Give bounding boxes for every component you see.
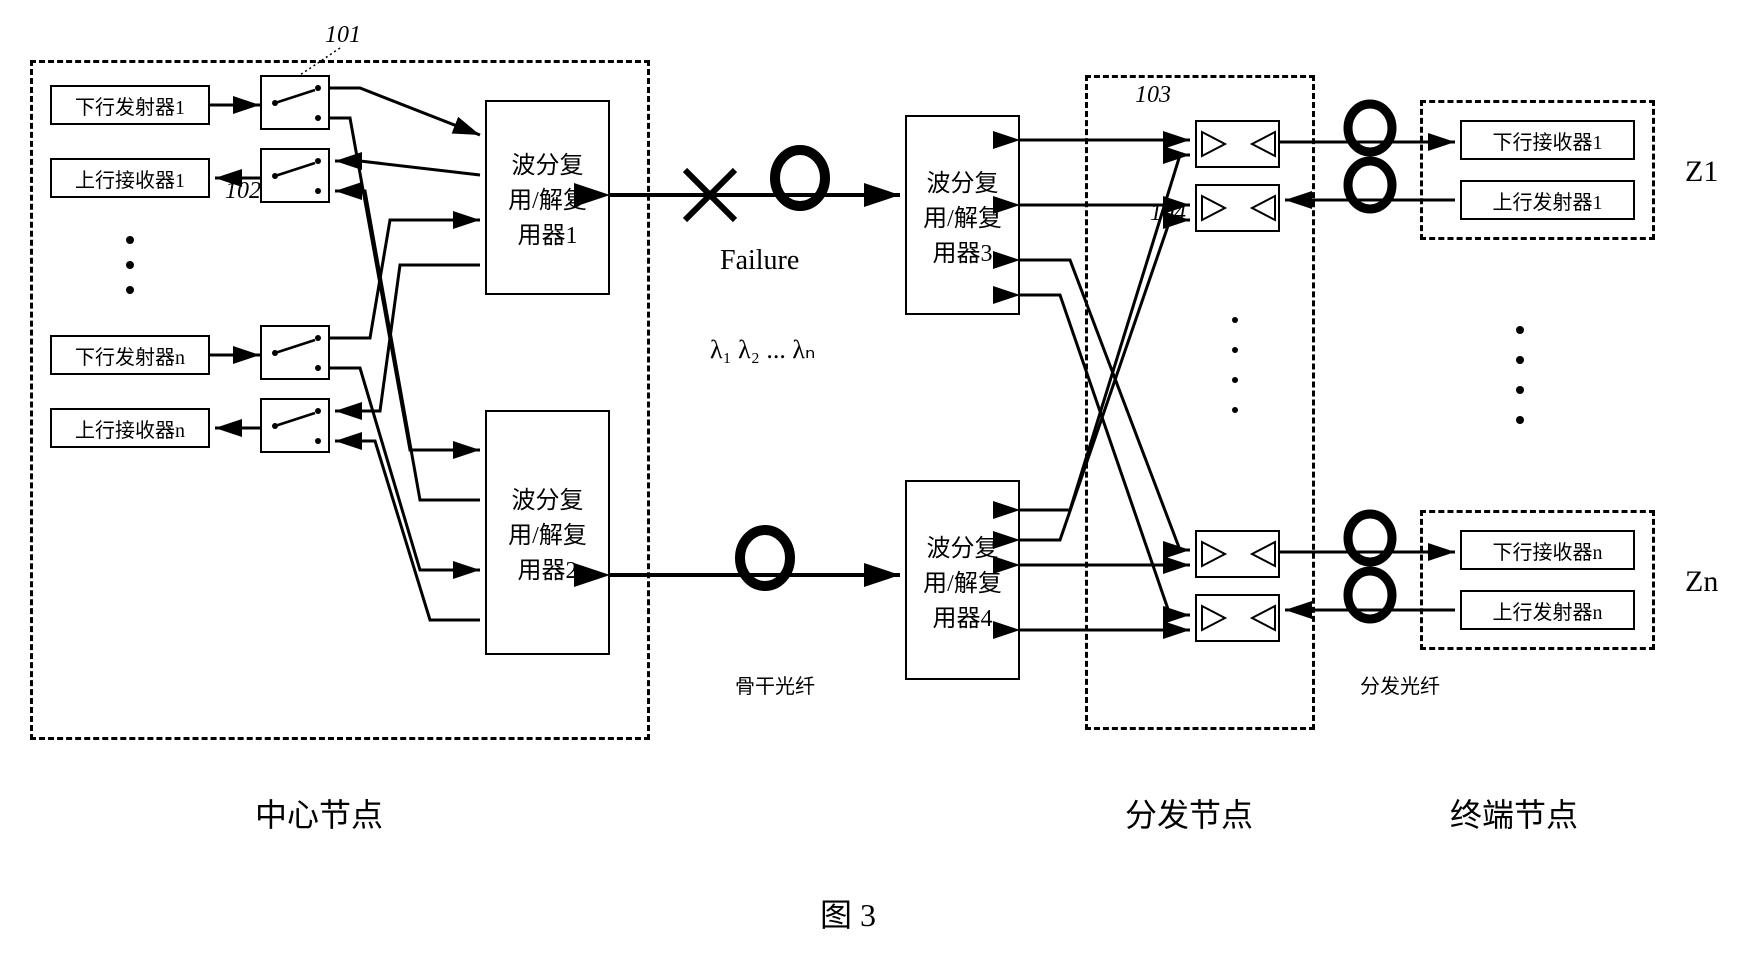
up-rx-n: 上行接收器n <box>50 408 210 448</box>
central-title: 中心节点 <box>255 790 383 836</box>
down-rx-n-label: 下行接收器n <box>1493 536 1603 565</box>
up-rx-1-label: 上行接收器1 <box>75 164 185 193</box>
wdm-3: 波分复 用/解复 用器3 <box>905 115 1020 315</box>
down-tx-n: 下行发射器n <box>50 335 210 375</box>
coupler-2 <box>1195 184 1280 232</box>
switch-tx1 <box>260 75 330 130</box>
down-tx-1: 下行发射器1 <box>50 85 210 125</box>
ref-101: 101 <box>325 22 361 49</box>
wdm-3-label: 波分复 用/解复 用器3 <box>923 163 1002 268</box>
backbone-fiber-label: 骨干光纤 <box>735 670 815 699</box>
down-rx-n: 下行接收器n <box>1460 530 1635 570</box>
ref-103: 103 <box>1135 82 1171 109</box>
wdm-1: 波分复 用/解复 用器1 <box>485 100 610 295</box>
down-rx-1: 下行接收器1 <box>1460 120 1635 160</box>
up-rx-n-label: 上行接收器n <box>75 414 185 443</box>
lambdas-label: λ₁ λ₂ ... λₙ <box>710 335 815 365</box>
wdm-4: 波分复 用/解复 用器4 <box>905 480 1020 680</box>
down-tx-1-label: 下行发射器1 <box>75 91 185 120</box>
failure-label: Failure <box>720 245 799 277</box>
wdm-4-label: 波分复 用/解复 用器4 <box>923 528 1002 633</box>
down-tx-n-label: 下行发射器n <box>75 341 185 370</box>
dist-fiber-label: 分发光纤 <box>1360 670 1440 699</box>
ref-102: 102 <box>225 178 261 205</box>
wdm-2-label: 波分复 用/解复 用器2 <box>508 480 587 585</box>
up-tx-n-label: 上行发射器n <box>1493 596 1603 625</box>
up-tx-1: 上行发射器1 <box>1460 180 1635 220</box>
z1-label: Z1 <box>1685 155 1718 189</box>
coupler-3 <box>1195 530 1280 578</box>
wdm-2: 波分复 用/解复 用器2 <box>485 410 610 655</box>
down-rx-1-label: 下行接收器1 <box>1493 126 1603 155</box>
wdm-1-label: 波分复 用/解复 用器1 <box>508 145 587 250</box>
zn-label: Zn <box>1685 565 1718 599</box>
coupler-1 <box>1195 120 1280 168</box>
up-tx-n: 上行发射器n <box>1460 590 1635 630</box>
figure-caption: 图 3 <box>820 890 876 936</box>
terminal-title: 终端节点 <box>1450 790 1578 836</box>
switch-rxn <box>260 398 330 453</box>
dist-title: 分发节点 <box>1125 790 1253 836</box>
up-tx-1-label: 上行发射器1 <box>1493 186 1603 215</box>
diagram-stage: 下行发射器1 上行接收器1 下行发射器n 上行接收器n 波分复 用/解复 用器1… <box>20 20 1723 959</box>
up-rx-1: 上行接收器1 <box>50 158 210 198</box>
ref-104: 104 <box>1150 200 1186 227</box>
switch-rx1 <box>260 148 330 203</box>
switch-txn <box>260 325 330 380</box>
coupler-4 <box>1195 594 1280 642</box>
